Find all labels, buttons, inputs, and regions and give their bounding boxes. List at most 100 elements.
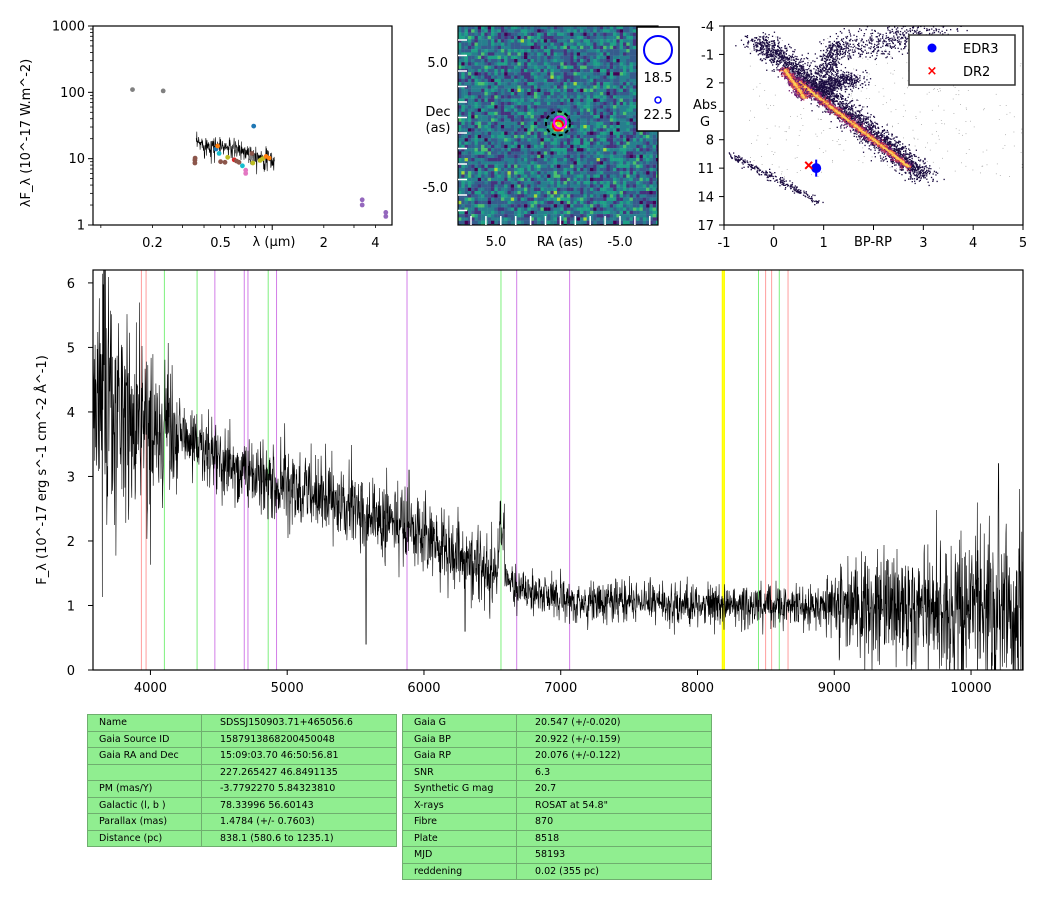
sed-ytick-label: 1: [77, 219, 85, 234]
hr-ytick-label: 17: [697, 219, 714, 234]
dr2-position-marker: [552, 119, 564, 132]
sed-point: [222, 159, 228, 165]
spectrum-frame: [92, 269, 1024, 671]
spectrum-xtick-label: 4000: [134, 681, 167, 696]
table-key: SNR: [402, 763, 517, 781]
hr-xtick-label: 4: [969, 236, 977, 251]
sed-frame: [92, 25, 393, 226]
table-row: Fibre 870: [402, 813, 712, 831]
image-xlabel: RA (as): [537, 235, 583, 250]
sed-point: [216, 151, 222, 156]
image-pixels: [458, 26, 658, 225]
legend-edr3-marker: [927, 43, 937, 53]
sed-point: [250, 160, 256, 166]
spectrum-ytick-label: 3: [67, 470, 75, 485]
hr-ytick-label: -4: [701, 20, 714, 35]
image-ytick-label: 5.0: [427, 56, 448, 71]
table-value: 20.547 (+/-0.020): [516, 714, 712, 732]
sed-ytick-label: 1000: [52, 20, 85, 35]
sed-point: [236, 159, 242, 165]
sed-point: [192, 160, 198, 166]
sed-point: [383, 214, 389, 219]
sed-ytick-label: 10: [68, 152, 85, 167]
table-value: 20.922 (+/-0.159): [516, 730, 712, 748]
spectrum-xtick-label: 9000: [818, 681, 851, 696]
hr-ytick-label: -1: [701, 48, 714, 63]
table-key: Synthetic G mag: [402, 780, 517, 798]
mag-faint-marker: [654, 96, 662, 104]
table-value: 1587913868200450048: [201, 730, 397, 748]
image-xtick-label: -5.0: [607, 235, 632, 250]
table-key: Distance (pc): [87, 829, 202, 847]
sed-xlabel: λ (μm): [253, 235, 296, 250]
hr-xtick-label: 3: [919, 236, 927, 251]
sed-point: [251, 123, 257, 129]
spectrum-ytick-label: 0: [67, 664, 75, 679]
mag-bright-marker: [643, 35, 673, 65]
image-ylabel-bottom: (as): [426, 121, 451, 136]
table-value: 0.02 (355 pc): [516, 862, 712, 880]
image-mag-legend: 18.5 22.5: [636, 26, 680, 132]
legend-dr2-label: DR2: [963, 65, 990, 80]
sed-point: [359, 202, 365, 208]
table-value: 58193: [516, 846, 712, 864]
sed-point: [383, 210, 389, 215]
sed-xtick-label: 2: [320, 236, 328, 251]
table-value: 20.7: [516, 780, 712, 798]
spectrum-ytick-label: 4: [67, 406, 75, 421]
spectrum-ytick-label: 1: [67, 599, 75, 614]
table-key: PM (mas/Y): [87, 780, 202, 798]
hr-xtick-label: -1: [718, 236, 731, 251]
hr-legend: EDR3 × DR2: [908, 34, 1016, 86]
sed-xtick-label: 0.2: [142, 236, 163, 251]
spectrum-panel: 4000 5000 6000 7000 8000 9000 10000 0 1 2 3 4 5 6 F_λ…: [34, 269, 1024, 696]
table-row: Gaia G 20.547 (+/-0.020): [402, 714, 712, 732]
sed-ytick-label: 100: [60, 86, 85, 101]
table-row: Synthetic G mag 20.7: [402, 780, 712, 798]
table-row: Gaia BP 20.922 (+/-0.159): [402, 730, 712, 748]
hr-xlabel: BP-RP: [854, 235, 892, 250]
image-ytick-label: -5.0: [423, 181, 448, 196]
table-value: 20.076 (+/-0.122): [516, 747, 712, 765]
image-ylabel-top: Dec: [425, 105, 450, 120]
hr-ytick-label: 14: [697, 191, 714, 206]
sed-point: [192, 155, 198, 161]
table-key: reddening: [402, 862, 517, 880]
table-key: X-rays: [402, 796, 517, 814]
hr-xtick-label: 5: [1019, 236, 1027, 251]
table-key: Gaia BP: [402, 730, 517, 748]
sed-ylabel: λF_λ (10^-17 W.m^-2): [19, 59, 34, 207]
sed-point: [243, 171, 249, 176]
table-row: PM (mas/Y) -3.7792270 5.84323810: [87, 780, 397, 798]
sed-point: [215, 143, 221, 149]
table-row: Gaia Source ID 1587913868200450048: [87, 730, 397, 748]
spectrum-ylabel: F_λ (10^-17 erg s^-1 cm^-2 Å^-1): [34, 355, 50, 585]
source-aperture: [545, 110, 571, 137]
sed-point: [218, 159, 224, 165]
sed-point: [160, 88, 166, 94]
sed-point: [240, 163, 245, 169]
hr-xtick-label: 0: [770, 236, 778, 251]
table-value: 870: [516, 813, 712, 831]
mag-bright-label: 18.5: [644, 71, 673, 86]
table-value: 227.265427 46.8491135: [201, 763, 397, 781]
table-key: Gaia G: [402, 714, 517, 732]
spectrum-xtick-label: 6000: [407, 681, 440, 696]
table-row: X-rays ROSAT at 54.8": [402, 796, 712, 814]
hr-ytick-label: 2: [706, 77, 714, 92]
table-row: Name SDSSJ150903.71+465056.6: [87, 714, 397, 732]
table-row: Galactic (l, b ) 78.33996 56.60143: [87, 796, 397, 814]
spectrum-xtick-label: 7000: [544, 681, 577, 696]
table-value: 838.1 (580.6 to 1235.1): [201, 829, 397, 847]
table-key: Gaia Source ID: [87, 730, 202, 748]
sed-xtick-label: 0.5: [210, 236, 231, 251]
sed-spectrum-line: [195, 131, 275, 175]
legend-dr2-marker: ×: [927, 64, 938, 79]
edr3-point: [811, 163, 822, 174]
mag-faint-label: 22.5: [644, 108, 673, 123]
image-panel: 5.0 -5.0 5.0 -5.0 RA (as) Dec (as) 18.5 22.…: [423, 25, 680, 250]
table-key: MJD: [402, 846, 517, 864]
sed-point: [130, 87, 135, 92]
